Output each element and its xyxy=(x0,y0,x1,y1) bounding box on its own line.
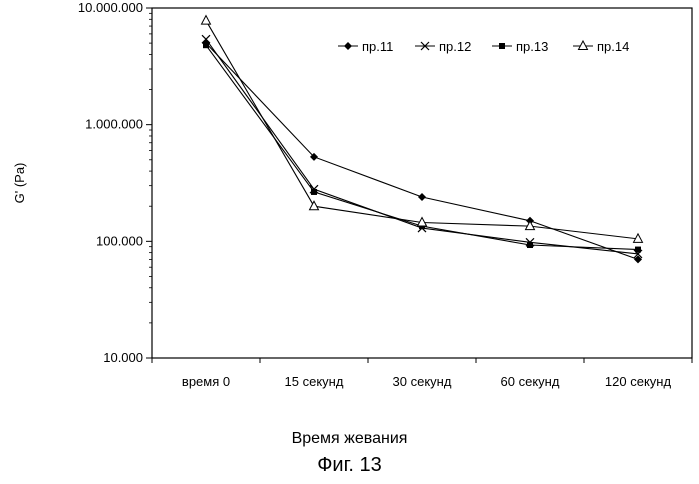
y-axis: 10.000.000 1.000.000 100.000 10.000 xyxy=(78,0,152,365)
legend-label: пр.13 xyxy=(516,39,548,54)
series-1 xyxy=(202,39,642,264)
x-axis: время 0 15 секунд 30 секунд 60 секунд 120 се… xyxy=(151,358,693,389)
data-point xyxy=(635,246,641,253)
legend-marker xyxy=(420,41,430,51)
plot-border xyxy=(151,7,693,359)
legend: пр.11 пр.12 пр.13 пр.14 xyxy=(338,39,629,54)
data-point xyxy=(311,188,317,195)
legend-label: пр.12 xyxy=(439,39,471,54)
series-4 xyxy=(200,14,644,243)
legend-item: пр.12 xyxy=(415,39,471,54)
y-tick-label: 10.000 xyxy=(103,350,143,365)
data-point xyxy=(416,216,428,227)
legend-item: пр.11 xyxy=(338,39,393,54)
x-tick-label: время 0 xyxy=(182,374,230,389)
data-point xyxy=(310,152,318,161)
x-tick-label: 30 секунд xyxy=(393,374,452,389)
data-point xyxy=(418,192,426,201)
data-point xyxy=(203,42,209,49)
data-point xyxy=(524,220,536,231)
legend-label: пр.14 xyxy=(597,39,629,54)
x-axis-title: Время жевания xyxy=(291,430,408,447)
data-point xyxy=(527,242,533,249)
legend-marker xyxy=(499,43,505,49)
legend-marker xyxy=(344,42,352,50)
data-point xyxy=(200,14,212,25)
y-tick-label: 10.000.000 xyxy=(78,0,143,15)
y-tick-label: 100.000 xyxy=(96,233,143,248)
y-tick-label: 1.000.000 xyxy=(85,117,143,132)
y-axis-title: G' (Pa) xyxy=(12,163,27,204)
plot-area xyxy=(151,7,693,359)
data-point xyxy=(634,255,642,264)
legend-marker xyxy=(577,39,589,50)
x-tick-label: 15 секунд xyxy=(285,374,344,389)
series-layer xyxy=(200,14,644,264)
legend-item: пр.14 xyxy=(573,39,629,54)
data-point xyxy=(201,34,211,44)
data-point xyxy=(308,200,320,211)
x-tick-label: 120 секунд xyxy=(605,374,672,389)
legend-label: пр.11 xyxy=(362,39,393,54)
figure-caption: Фиг. 13 xyxy=(317,454,382,476)
legend-item: пр.13 xyxy=(492,39,548,54)
data-point xyxy=(632,232,644,243)
x-tick-label: 60 секунд xyxy=(501,374,560,389)
